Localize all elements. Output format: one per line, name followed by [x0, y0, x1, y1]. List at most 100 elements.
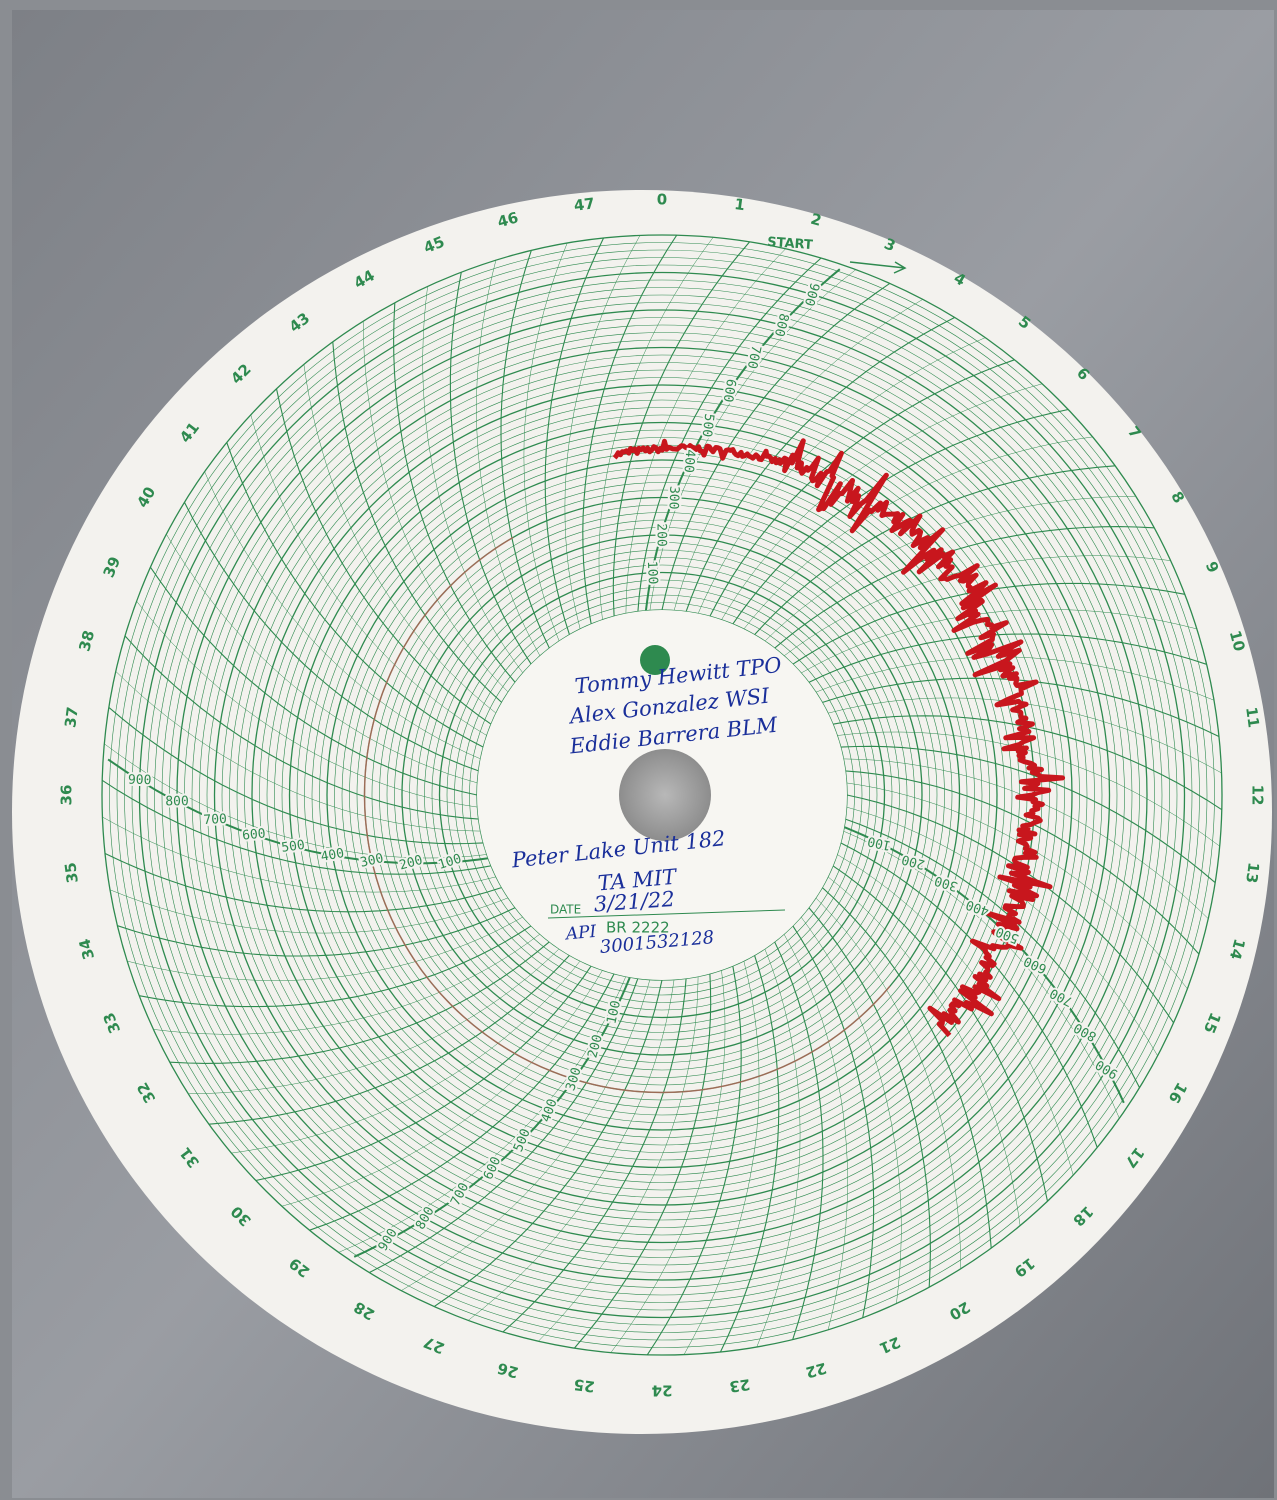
pressure-label: 100: [604, 999, 624, 1025]
hour-label: 46: [495, 208, 520, 231]
pressure-label: 600: [720, 378, 739, 404]
pressure-axis: [107, 758, 489, 865]
time-line: [422, 286, 524, 674]
pressure-label: 700: [744, 344, 763, 370]
start-label: START: [767, 235, 814, 253]
time-line: [821, 887, 992, 1249]
pressure-circle: [446, 579, 878, 1011]
time-line: [204, 471, 481, 760]
pressure-circle: [176, 309, 1148, 1281]
time-line: [843, 830, 1120, 1119]
time-line: [649, 269, 856, 611]
time-line: [827, 876, 1021, 1226]
time-line: [149, 566, 478, 796]
pressure-circle: [131, 264, 1193, 1326]
pressure-circle: [251, 384, 1073, 1206]
pressure-circle: [259, 392, 1065, 1198]
pressure-circle: [379, 512, 945, 1078]
time-line: [673, 299, 923, 611]
time-line: [102, 816, 497, 893]
pressure-label: 600: [242, 826, 267, 843]
hour-label: 11: [1242, 706, 1263, 729]
time-line: [369, 978, 639, 1273]
hour-label: 38: [75, 628, 98, 653]
time-line: [166, 534, 478, 784]
hour-label: 2: [809, 210, 824, 230]
pressure-circle: [469, 602, 855, 988]
time-line: [612, 241, 751, 617]
pressure-label: 700: [203, 812, 227, 828]
time-line: [697, 337, 986, 614]
pressure-label: 900: [128, 773, 152, 789]
time-line: [792, 925, 875, 1318]
pressure-circle: [394, 527, 930, 1063]
handwritten-date: 3/21/22: [593, 887, 675, 917]
api-label: API: [563, 922, 597, 945]
time-line: [231, 960, 581, 1154]
hour-label: 25: [573, 1375, 596, 1396]
hour-label: 23: [728, 1375, 751, 1396]
time-line: [108, 706, 484, 845]
pressure-circle: [206, 339, 1118, 1251]
time-line: [338, 976, 627, 1253]
pressure-circle: [169, 302, 1155, 1288]
pressure-label: 200: [654, 523, 669, 547]
time-line: [153, 933, 541, 1035]
pressure-label: 500: [280, 838, 305, 856]
pen-trace-group: [363, 438, 1066, 1094]
time-line: [800, 609, 1197, 674]
pressure-circle: [191, 324, 1133, 1266]
pressure-label: 300: [665, 486, 681, 510]
time-line: [188, 948, 560, 1095]
pressure-circle: [236, 369, 1088, 1221]
pressure-circle: [244, 377, 1080, 1213]
time-line: [743, 436, 1093, 630]
pressure-label: 500: [699, 413, 717, 438]
time-line: [709, 359, 1015, 617]
time-line: [127, 916, 524, 981]
pressure-axis: [644, 268, 841, 611]
pressure-circle: [334, 467, 990, 1123]
time-line: [104, 853, 502, 913]
time-line: [544, 237, 604, 635]
pressure-circle: [161, 294, 1163, 1296]
hour-label: 34: [75, 937, 98, 962]
time-line: [815, 897, 962, 1269]
pressure-circle: [199, 332, 1125, 1258]
pressure-circle: [371, 504, 953, 1086]
time-line: [136, 601, 478, 808]
pressure-circle: [454, 587, 870, 1003]
pressure-circle: [409, 542, 915, 1048]
pressure-label: 400: [680, 449, 697, 474]
time-line: [637, 257, 822, 612]
time-line: [433, 979, 663, 1308]
hour-label: 14: [1226, 937, 1249, 962]
pressure-circle: [138, 271, 1186, 1319]
time-line: [564, 235, 641, 630]
time-line: [625, 248, 786, 614]
hour-label: 26: [495, 1359, 520, 1382]
time-line: [808, 633, 1207, 683]
pressure-circle: [416, 549, 908, 1041]
hour-label: 36: [58, 785, 76, 806]
time-line: [500, 250, 550, 649]
pressure-circle: [274, 407, 1050, 1183]
pen-trace: [612, 438, 1066, 1038]
time-line: [538, 976, 699, 1342]
pressure-circle: [281, 414, 1043, 1176]
pressure-label: 400: [320, 846, 346, 865]
date-line: [547, 909, 786, 919]
time-line: [582, 234, 678, 625]
time-line: [332, 341, 503, 703]
time-line: [449, 272, 532, 665]
time-line: [101, 779, 492, 875]
time-line: [476, 260, 541, 657]
time-line: [800, 916, 902, 1304]
pressure-circle: [146, 279, 1178, 1311]
pressure-axis: [353, 976, 631, 1258]
time-line: [275, 388, 492, 725]
time-line: [837, 731, 1220, 847]
hour-label: 10: [1226, 628, 1249, 653]
time-line: [303, 364, 497, 714]
pressure-circle: [109, 242, 1215, 1348]
